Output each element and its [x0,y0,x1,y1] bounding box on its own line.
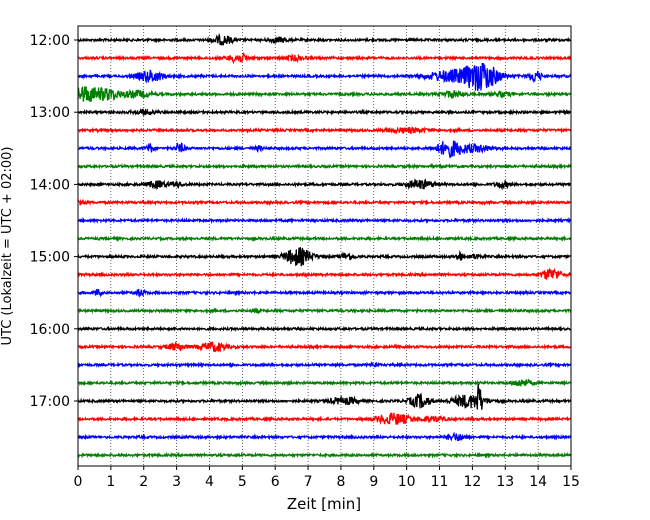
trace-1400 [77,178,572,191]
y-tick-label: 14:00 [30,177,70,193]
x-tick-label: 5 [238,474,247,490]
y-tick-label: 15:00 [30,250,70,266]
trace-1515 [77,267,572,280]
y-tick-label: 12:00 [30,33,70,49]
trace-1245 [77,85,572,103]
x-tick-label: 8 [336,474,345,490]
x-tick-label: 3 [172,474,181,490]
x-tick-label: 13 [496,474,514,490]
trace-1715 [77,412,572,426]
trace-1330 [77,140,572,159]
x-tick-label: 6 [271,474,280,490]
trace-1315 [77,125,572,135]
trace-1415 [77,198,572,207]
trace-1645 [77,378,572,388]
y-axis-ticks: 12:00 13:00 14:00 15:00 16:00 17:00 [30,33,78,410]
trace-1500 [77,247,572,267]
x-axis-label: Zeit [min] [287,495,361,513]
trace-1300 [77,108,572,116]
y-axis-label: UTC (Lokalzeit = UTC + 02:00) [0,147,15,346]
trace-1345 [77,162,572,170]
y-tick-label: 13:00 [30,105,70,121]
trace-1430 [77,216,572,225]
seismogram-traces [77,32,572,459]
x-tick-label: 14 [529,474,547,490]
x-tick-label: 15 [562,474,580,490]
vertical-gridlines [110,26,539,466]
trace-1745 [77,451,572,459]
trace-1530 [77,288,572,299]
x-tick-label: 2 [139,474,148,490]
trace-1730 [77,431,572,442]
trace-1545 [77,307,572,315]
y-tick-label: 16:00 [30,322,70,338]
trace-1200 [77,32,572,46]
x-axis-ticks: 0 1 2 3 4 5 6 7 8 9 10 11 12 13 14 15 [74,466,580,490]
trace-1615 [77,341,572,353]
trace-1630 [77,361,572,369]
trace-1700 [77,383,572,410]
x-tick-label: 9 [369,474,378,490]
x-tick-label: 0 [74,474,83,490]
y-tick-label: 17:00 [30,394,70,410]
trace-1230 [77,63,572,91]
x-tick-label: 4 [205,474,214,490]
trace-1600 [77,325,572,333]
plot-frame [77,25,572,467]
trace-1215 [77,52,572,65]
x-tick-label: 1 [106,474,115,490]
x-tick-label: 7 [304,474,313,490]
x-tick-label: 12 [463,474,481,490]
x-tick-label: 10 [398,474,416,490]
x-tick-label: 11 [431,474,449,490]
trace-1445 [77,234,572,243]
